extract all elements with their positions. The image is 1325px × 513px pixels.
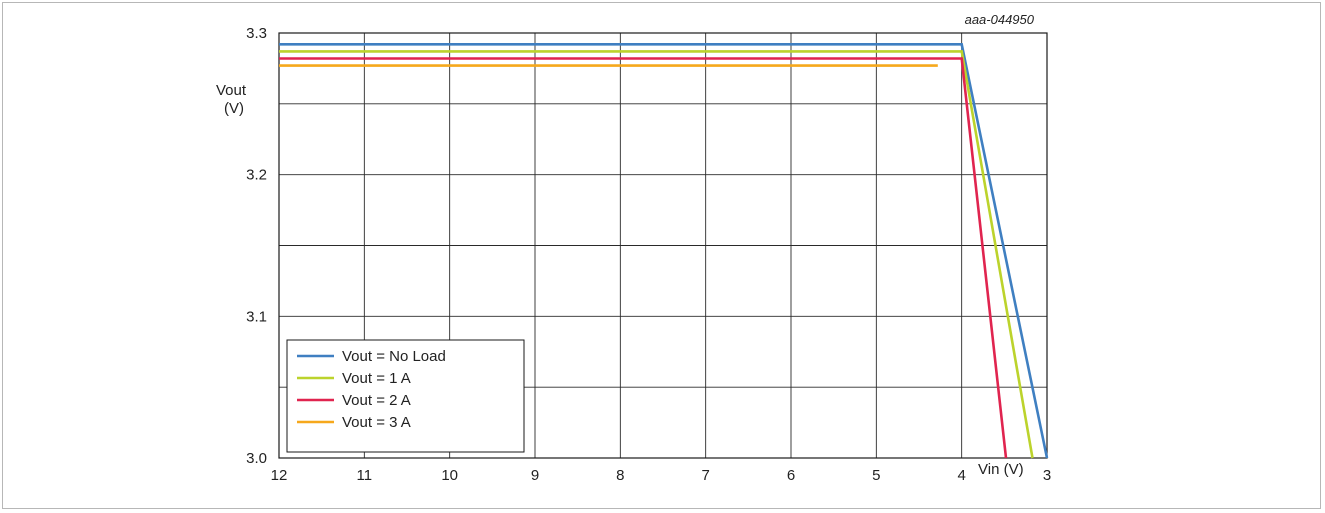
x-tick-label: 9 xyxy=(531,467,539,484)
legend-item: Vout = 1 A xyxy=(297,370,411,387)
x-tick-label: 3 xyxy=(1043,467,1051,484)
legend-box xyxy=(286,339,525,453)
legend-item: Vout = 3 A xyxy=(297,414,411,431)
x-tick-label: 11 xyxy=(357,467,373,484)
x-axis-label: Vin (V) xyxy=(978,461,1024,478)
x-tick-label: 10 xyxy=(441,467,458,484)
legend-label: Vout = 1 A xyxy=(342,370,411,387)
y-tick-label: 3.0 xyxy=(246,450,267,467)
legend-label: Vout = 2 A xyxy=(342,392,411,409)
x-tick-label: 7 xyxy=(701,467,709,484)
legend-items: Vout = No Load Vout = 1 A Vout = 2 A Vout =… xyxy=(297,348,446,431)
legend-label: Vout = No Load xyxy=(342,348,446,365)
x-tick-label: 5 xyxy=(872,467,880,484)
legend-label: Vout = 3 A xyxy=(342,414,411,431)
x-tick-label: 8 xyxy=(616,467,624,484)
y-tick-labels: 3.3 3.2 3.1 3.0 xyxy=(246,25,267,467)
plot-area-border xyxy=(278,32,1048,459)
figure-id: aaa-044950 xyxy=(965,12,1035,27)
series-line-2 xyxy=(279,50,1034,459)
x-tick-label: 4 xyxy=(957,467,965,484)
legend-item: Vout = 2 A xyxy=(297,392,411,409)
legend-item: Vout = No Load xyxy=(297,348,446,365)
y-tick-label: 3.2 xyxy=(246,167,267,184)
x-tick-label: 12 xyxy=(271,467,288,484)
x-tick-labels: 12 11 10 9 8 7 6 5 4 3 xyxy=(271,467,1052,484)
y-tick-label: 3.3 xyxy=(246,25,267,42)
x-tick-label: 6 xyxy=(787,467,795,484)
y-axis-label-line1: Vout xyxy=(216,82,247,99)
y-axis-label-line2: (V) xyxy=(224,100,244,117)
legend: Vout = No Load Vout = 1 A Vout = 2 A Vout =… xyxy=(286,339,525,453)
y-tick-label: 3.1 xyxy=(246,308,267,325)
series-group xyxy=(279,42,1049,459)
series-line-3 xyxy=(279,57,1008,459)
series-line-1 xyxy=(279,42,1049,459)
